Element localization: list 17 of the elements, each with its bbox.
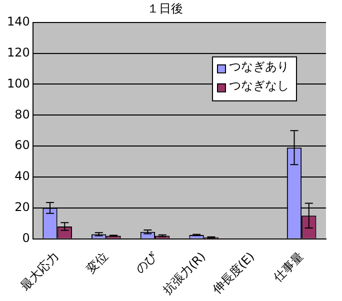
x-tick-label: 変位 — [84, 249, 111, 276]
y-tick-label: 120 — [7, 45, 30, 60]
y-tick-label: 80 — [14, 107, 30, 122]
x-tick-label: 仕事量 — [270, 249, 306, 286]
legend-label: つなぎあり — [229, 60, 289, 74]
y-tick-label: 60 — [14, 138, 30, 152]
y-tick-label: 140 — [7, 14, 30, 29]
y-tick-label: 40 — [14, 169, 30, 184]
x-tick-label: 最大応力 — [18, 249, 62, 294]
y-tick-label: 0 — [22, 230, 30, 245]
x-tick-label: 抗張力(R) — [160, 249, 208, 298]
legend-label: つなぎなし — [229, 78, 289, 93]
x-tick-label: 伸長度(E) — [209, 249, 258, 298]
x-tick-label: のび — [132, 248, 160, 276]
y-tick-label: 20 — [14, 200, 30, 214]
chart-title: １日後 — [147, 1, 183, 16]
y-tick-label: 100 — [7, 76, 30, 90]
